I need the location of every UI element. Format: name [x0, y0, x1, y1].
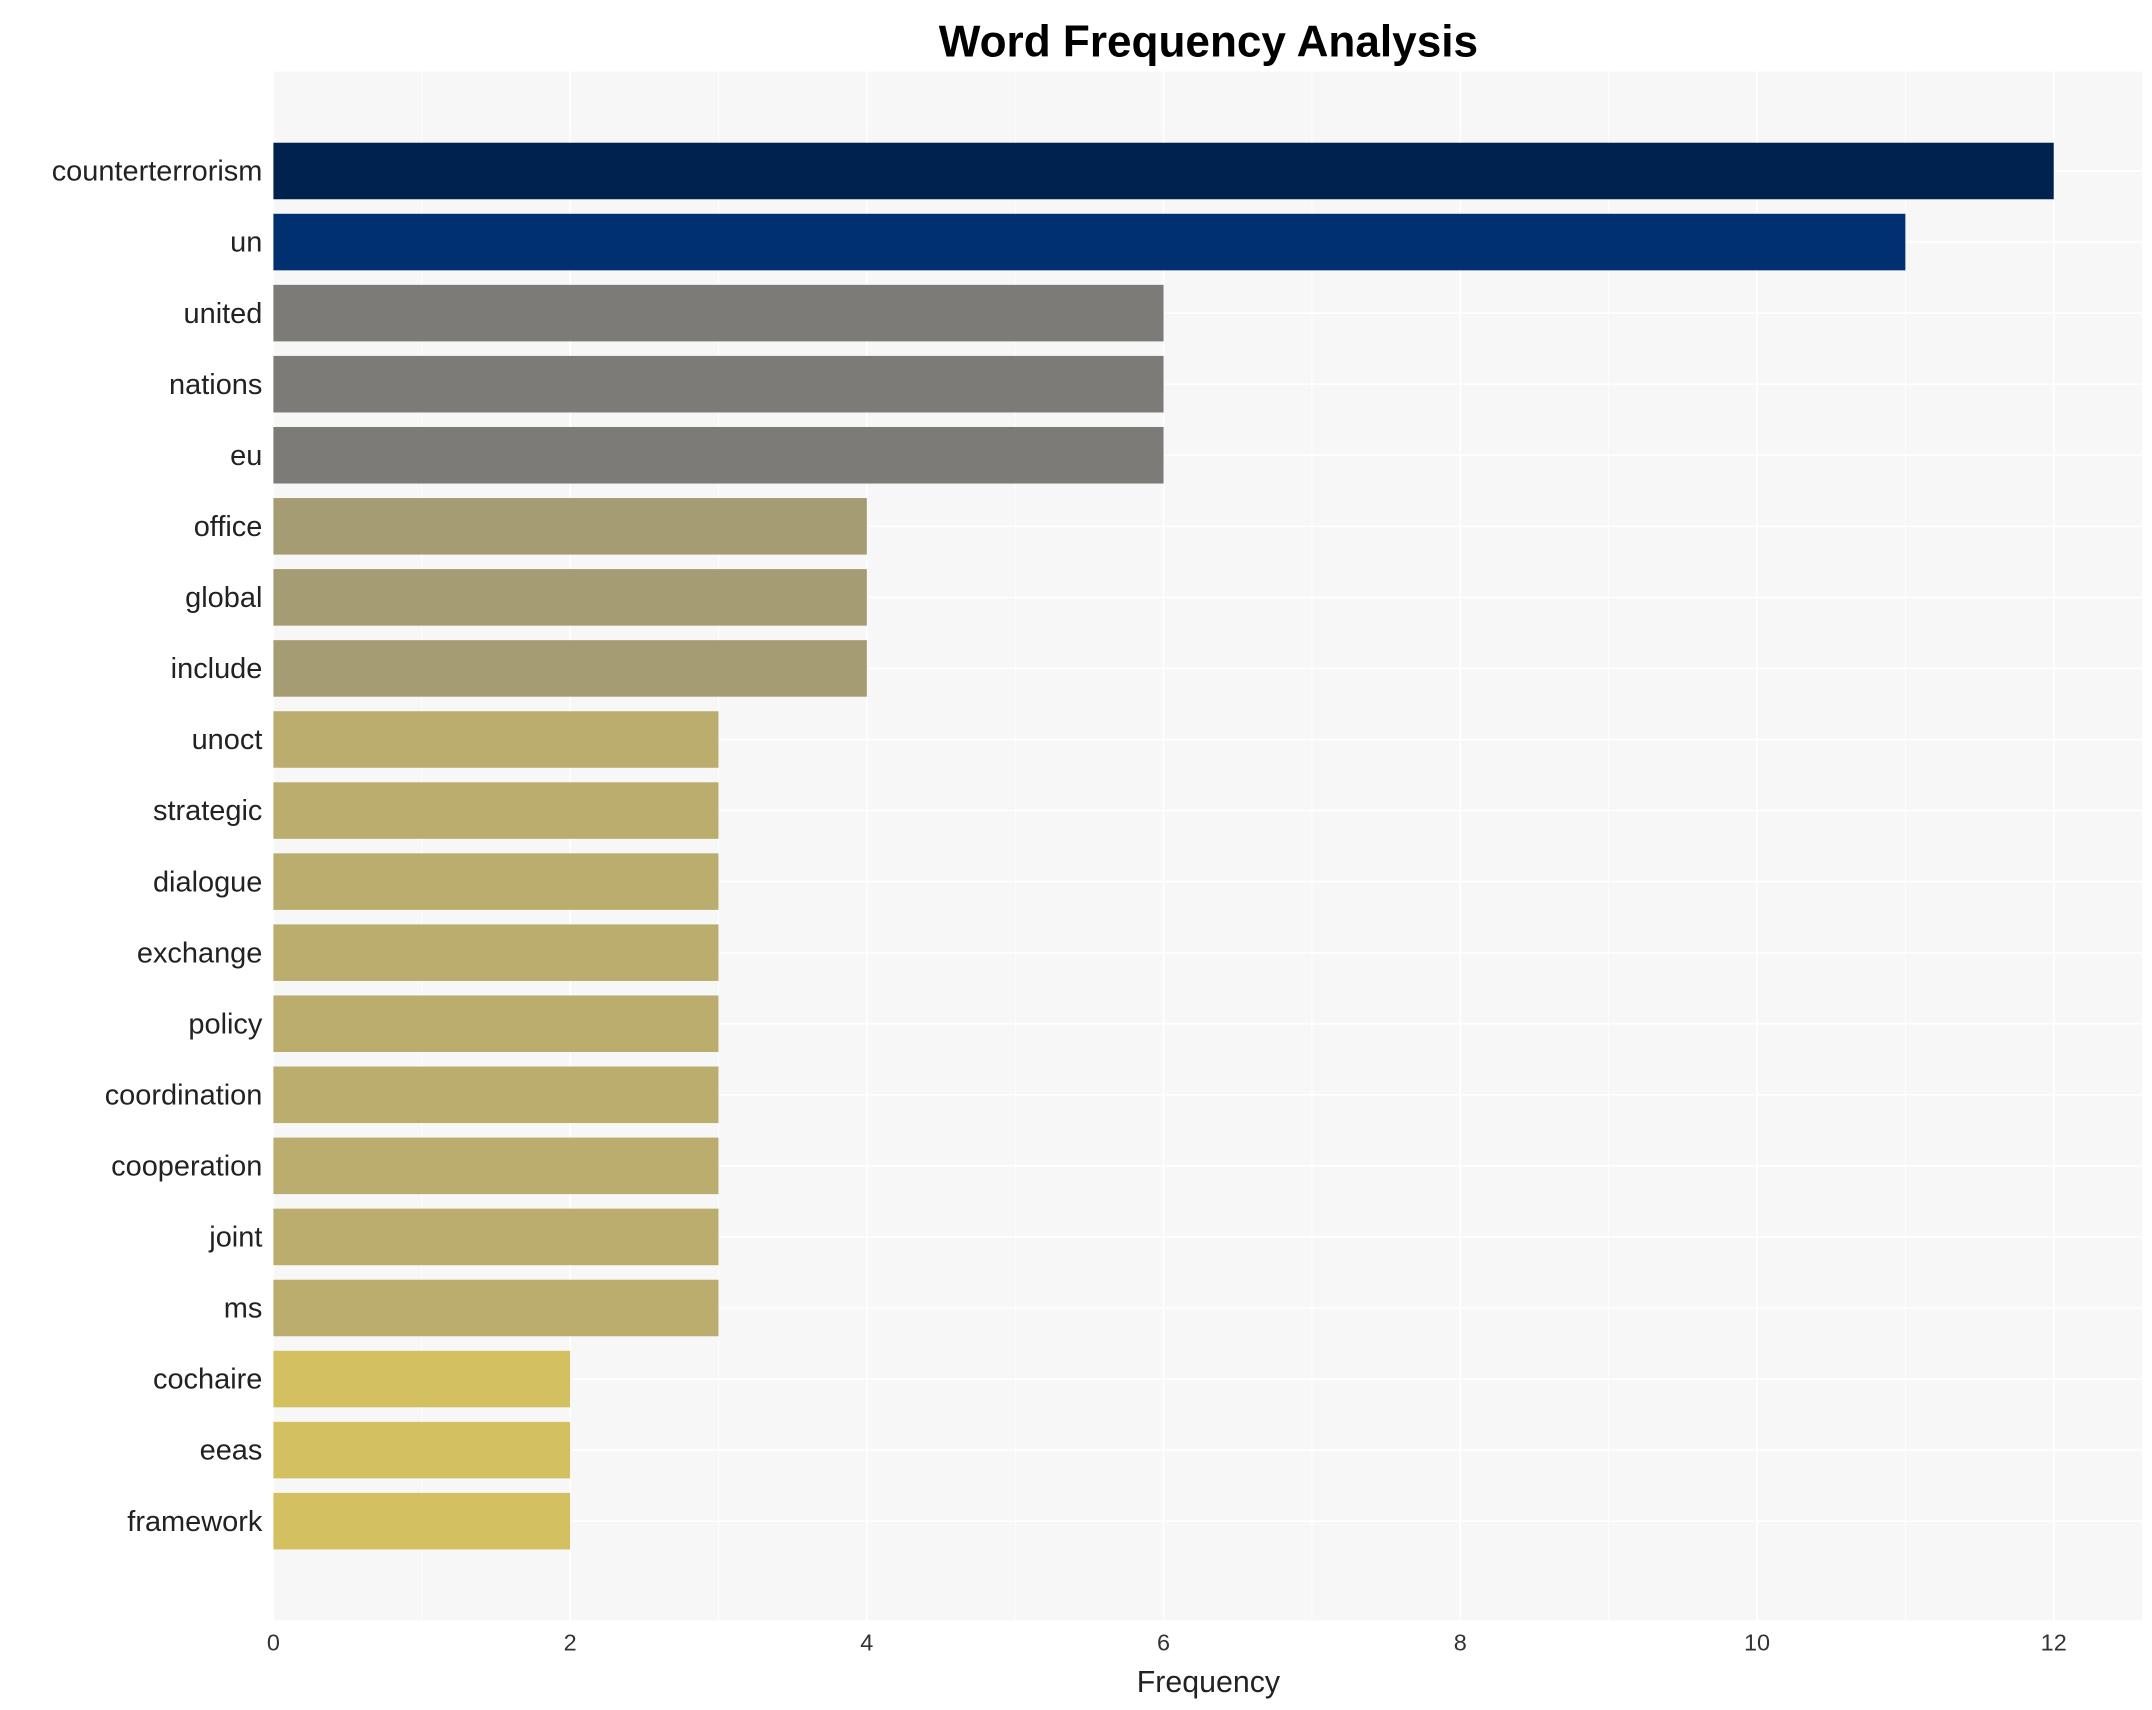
- y-tick-label: cochaire: [153, 1364, 262, 1396]
- bar-un: [273, 213, 1906, 271]
- x-tick-label: 4: [860, 1630, 873, 1656]
- y-tick-label: exchange: [137, 937, 262, 969]
- y-tick-label: ms: [224, 1293, 263, 1325]
- y-tick-label: strategic: [153, 795, 262, 827]
- y-tick-label: nations: [169, 369, 262, 401]
- bar-eeas: [273, 1421, 571, 1479]
- bar-unoct: [273, 711, 719, 768]
- bar-dialogue: [273, 853, 719, 910]
- y-tick-label: unoct: [192, 724, 263, 756]
- bar-joint: [273, 1208, 719, 1266]
- y-tick-label: policy: [188, 1008, 263, 1040]
- y-tick-label: eeas: [200, 1435, 263, 1467]
- bar-nations: [273, 355, 1164, 413]
- x-tick-label: 12: [2041, 1630, 2067, 1656]
- bar-policy: [273, 995, 719, 1053]
- y-tick-label: global: [185, 582, 262, 614]
- y-tick-label: framework: [127, 1506, 263, 1538]
- bar-office: [273, 498, 867, 555]
- bar-global: [273, 569, 867, 626]
- y-tick-label: include: [171, 653, 263, 685]
- bar-include: [273, 640, 867, 697]
- x-axis-label: Frequency: [1137, 1666, 1281, 1699]
- y-tick-label: un: [230, 227, 262, 259]
- bar-framework: [273, 1492, 571, 1550]
- y-tick-label: office: [194, 511, 263, 543]
- y-tick-label: joint: [208, 1222, 262, 1254]
- y-tick-label: counterterrorism: [52, 156, 263, 188]
- x-tick-label: 10: [1744, 1630, 1770, 1656]
- y-tick-label: cooperation: [111, 1151, 262, 1183]
- x-tick-label: 0: [267, 1630, 280, 1656]
- bar-exchange: [273, 924, 719, 981]
- x-tick-label: 6: [1157, 1630, 1170, 1656]
- bar-eu: [273, 426, 1164, 484]
- bar-strategic: [273, 782, 719, 839]
- y-tick-label: coordination: [105, 1079, 263, 1111]
- bar-united: [273, 284, 1164, 342]
- bar-cochaire: [273, 1350, 571, 1408]
- bar-cooperation: [273, 1137, 719, 1195]
- bar-counterterrorism: [273, 142, 2054, 200]
- chart-title: Word Frequency Analysis: [939, 18, 1478, 67]
- y-tick-label: united: [184, 298, 263, 330]
- y-tick-label: dialogue: [153, 866, 262, 898]
- y-tick-label: eu: [230, 440, 262, 472]
- x-tick-label: 2: [564, 1630, 577, 1656]
- bar-ms: [273, 1279, 719, 1337]
- bar-coordination: [273, 1066, 719, 1124]
- x-tick-label: 8: [1454, 1630, 1467, 1656]
